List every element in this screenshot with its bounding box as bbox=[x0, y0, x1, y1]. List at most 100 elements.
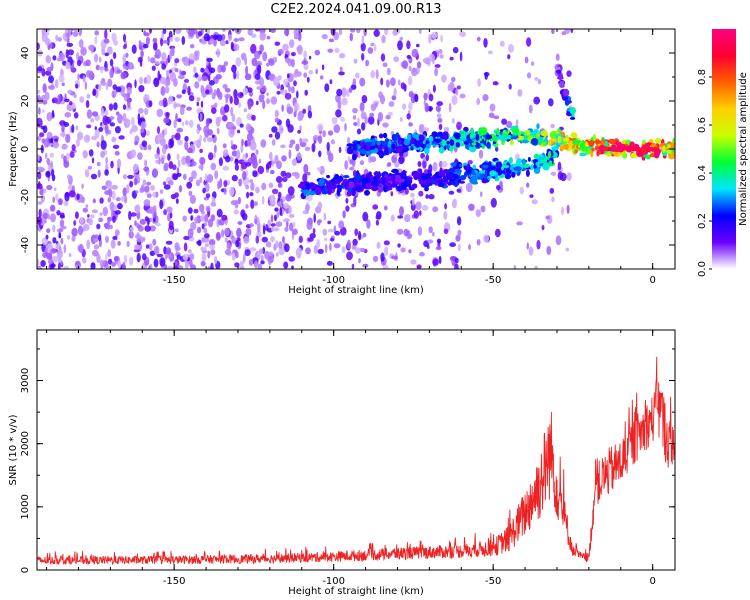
noise-speck bbox=[382, 122, 389, 128]
noise-speck bbox=[551, 196, 555, 203]
noise-speck bbox=[289, 222, 294, 232]
spectrogram-y-tick-label: -20 bbox=[20, 189, 31, 205]
noise-speck bbox=[416, 264, 422, 269]
noise-speck bbox=[87, 165, 93, 170]
noise-speck bbox=[437, 117, 443, 123]
noise-speck bbox=[451, 256, 457, 267]
noise-speck bbox=[110, 160, 114, 169]
noise-speck bbox=[230, 106, 234, 117]
noise-speck bbox=[114, 150, 120, 156]
noise-speck bbox=[111, 184, 118, 190]
noise-speck bbox=[143, 166, 149, 172]
noise-speck bbox=[266, 92, 269, 97]
upper-branch-speck bbox=[351, 153, 357, 161]
spike-speck bbox=[564, 99, 570, 106]
noise-speck bbox=[245, 162, 252, 167]
noise-speck bbox=[393, 87, 397, 97]
noise-speck bbox=[167, 95, 174, 105]
noise-speck bbox=[199, 176, 203, 184]
noise-speck bbox=[397, 215, 404, 219]
noise-speck bbox=[499, 40, 505, 47]
noise-speck bbox=[432, 161, 438, 172]
noise-speck bbox=[64, 191, 70, 202]
lower-branch-speck bbox=[547, 150, 552, 159]
spectrogram-y-tick-label: 20 bbox=[20, 95, 31, 108]
noise-speck bbox=[149, 225, 156, 232]
lower-branch-speck bbox=[365, 181, 372, 189]
lower-branch-speck bbox=[544, 155, 548, 163]
noise-speck bbox=[161, 63, 167, 70]
noise-speck bbox=[259, 31, 266, 41]
noise-speck bbox=[38, 107, 41, 115]
noise-speck bbox=[60, 237, 64, 245]
noise-speck bbox=[432, 258, 439, 266]
noise-speck bbox=[195, 139, 202, 149]
noise-speck bbox=[159, 137, 166, 147]
upper-branch-speck bbox=[517, 135, 524, 141]
lower-branch-speck bbox=[487, 175, 493, 179]
lower-branch-speck bbox=[495, 161, 503, 169]
noise-speck bbox=[189, 44, 195, 49]
noise-speck bbox=[270, 223, 276, 227]
noise-speck bbox=[427, 244, 430, 249]
noise-speck bbox=[126, 184, 130, 194]
noise-speck bbox=[129, 256, 134, 266]
spectrogram-x-tick-label: -100 bbox=[322, 275, 345, 286]
noise-speck bbox=[78, 225, 83, 236]
noise-speck bbox=[443, 126, 450, 133]
upper-branch-speck bbox=[548, 140, 552, 146]
noise-speck bbox=[93, 238, 98, 243]
noise-speck bbox=[237, 196, 241, 205]
noise-speck bbox=[448, 190, 455, 195]
upper-branch-speck bbox=[469, 144, 477, 153]
noise-speck bbox=[110, 239, 116, 249]
noise-speck bbox=[338, 220, 345, 229]
noise-speck bbox=[217, 66, 221, 73]
noise-speck bbox=[254, 50, 261, 60]
noise-speck bbox=[178, 74, 185, 80]
noise-speck bbox=[213, 38, 217, 47]
noise-speck bbox=[477, 78, 481, 87]
lower-branch-speck bbox=[525, 169, 530, 177]
noise-speck bbox=[188, 119, 194, 128]
noise-speck bbox=[285, 118, 291, 128]
noise-speck bbox=[452, 198, 457, 209]
upper-branch-speck bbox=[424, 147, 430, 155]
noise-speck bbox=[261, 182, 267, 191]
noise-speck bbox=[105, 253, 108, 261]
noise-speck bbox=[112, 52, 117, 59]
noise-speck bbox=[385, 114, 391, 120]
noise-speck bbox=[416, 61, 422, 69]
noise-speck bbox=[74, 260, 81, 269]
noise-speck bbox=[151, 168, 158, 178]
noise-speck bbox=[288, 213, 295, 218]
noise-speck bbox=[175, 113, 178, 122]
core-speck bbox=[647, 146, 654, 151]
noise-speck bbox=[147, 56, 150, 62]
noise-speck bbox=[293, 34, 299, 40]
noise-speck bbox=[271, 226, 275, 232]
noise-speck bbox=[316, 219, 321, 226]
noise-speck bbox=[488, 112, 495, 119]
upper-branch-speck bbox=[562, 137, 570, 142]
noise-speck bbox=[275, 176, 283, 183]
upper-branch-speck bbox=[495, 142, 499, 148]
upper-branch-speck bbox=[510, 135, 519, 139]
noise-speck bbox=[126, 240, 130, 247]
noise-speck bbox=[285, 172, 292, 179]
upper-branch-speck bbox=[471, 142, 477, 146]
noise-speck bbox=[163, 246, 167, 255]
noise-speck bbox=[419, 251, 425, 257]
noise-speck bbox=[153, 41, 158, 51]
noise-speck bbox=[397, 79, 401, 86]
noise-speck bbox=[245, 184, 250, 190]
noise-speck bbox=[114, 126, 121, 134]
noise-speck bbox=[350, 84, 357, 90]
noise-speck bbox=[250, 154, 257, 165]
noise-speck bbox=[154, 153, 160, 159]
noise-speck bbox=[77, 73, 80, 81]
noise-speck bbox=[107, 182, 112, 191]
upper-branch-speck bbox=[385, 137, 389, 146]
noise-speck bbox=[218, 219, 225, 226]
lower-branch-speck bbox=[373, 176, 379, 181]
